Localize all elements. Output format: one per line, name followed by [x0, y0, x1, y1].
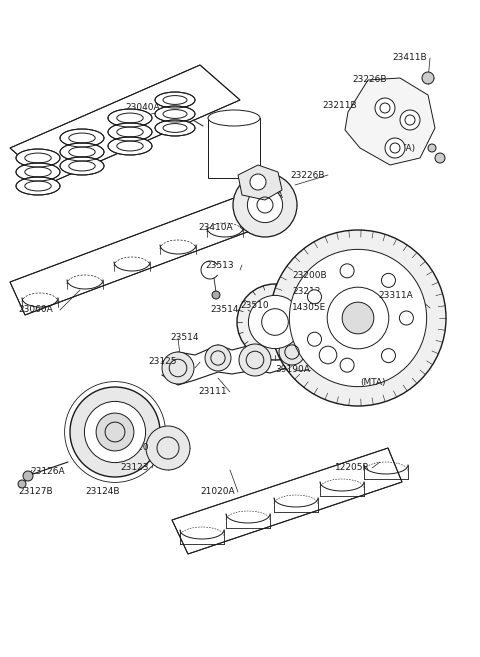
Ellipse shape	[108, 109, 152, 127]
Circle shape	[400, 110, 420, 130]
Text: 23514: 23514	[210, 306, 239, 315]
Circle shape	[18, 480, 26, 488]
Circle shape	[399, 311, 413, 325]
Ellipse shape	[16, 177, 60, 195]
Text: (MTA): (MTA)	[360, 378, 385, 386]
Circle shape	[308, 290, 322, 304]
Circle shape	[84, 401, 145, 463]
Text: 39190A: 39190A	[248, 191, 283, 200]
Text: 12205R: 12205R	[335, 463, 370, 472]
Circle shape	[23, 471, 33, 481]
Ellipse shape	[155, 120, 195, 136]
Circle shape	[146, 426, 190, 470]
Text: 23040A: 23040A	[125, 104, 160, 112]
Polygon shape	[345, 78, 435, 165]
Circle shape	[385, 138, 405, 158]
Text: 23311A: 23311A	[378, 290, 413, 300]
Text: 23120: 23120	[120, 443, 148, 453]
Text: 23125: 23125	[148, 357, 177, 367]
Circle shape	[249, 296, 301, 349]
Text: 39190A: 39190A	[275, 365, 310, 374]
Text: 23513: 23513	[205, 260, 234, 269]
Circle shape	[233, 173, 297, 237]
Circle shape	[205, 345, 231, 371]
Circle shape	[435, 153, 445, 163]
Ellipse shape	[60, 129, 104, 147]
Circle shape	[162, 352, 194, 384]
Circle shape	[342, 302, 374, 334]
Circle shape	[247, 187, 283, 223]
Polygon shape	[208, 118, 260, 178]
Polygon shape	[238, 165, 282, 200]
Ellipse shape	[155, 106, 195, 122]
Circle shape	[375, 98, 395, 118]
Text: 23124B: 23124B	[85, 487, 120, 497]
Circle shape	[270, 230, 446, 406]
Text: (ATA): (ATA)	[392, 143, 415, 152]
Text: 23410A: 23410A	[198, 223, 233, 233]
Circle shape	[340, 264, 354, 278]
Text: 23226B: 23226B	[352, 76, 386, 85]
Text: 23123: 23123	[120, 463, 148, 472]
Polygon shape	[172, 448, 402, 554]
Circle shape	[250, 174, 266, 190]
Circle shape	[382, 349, 396, 363]
Text: 23411B: 23411B	[392, 53, 427, 62]
Ellipse shape	[108, 123, 152, 141]
Circle shape	[289, 250, 427, 386]
Polygon shape	[10, 65, 240, 183]
Text: 14305E: 14305E	[292, 304, 326, 313]
Circle shape	[308, 332, 322, 346]
Ellipse shape	[60, 157, 104, 175]
Ellipse shape	[16, 163, 60, 181]
Ellipse shape	[108, 137, 152, 155]
Circle shape	[428, 144, 436, 152]
Circle shape	[237, 284, 313, 360]
Circle shape	[70, 387, 160, 477]
Text: 23211B: 23211B	[322, 101, 357, 110]
Text: 23111: 23111	[198, 388, 227, 397]
Circle shape	[279, 339, 305, 365]
Text: 23060A: 23060A	[18, 306, 53, 315]
Text: 21020A: 21020A	[200, 487, 235, 497]
Text: 23226B: 23226B	[290, 171, 324, 179]
Circle shape	[239, 344, 271, 376]
Text: 23510: 23510	[240, 300, 269, 309]
Circle shape	[312, 339, 344, 371]
Text: 23212: 23212	[292, 288, 320, 296]
Polygon shape	[10, 195, 258, 315]
Circle shape	[422, 72, 434, 84]
Ellipse shape	[60, 143, 104, 161]
Ellipse shape	[155, 92, 195, 108]
Ellipse shape	[208, 110, 260, 126]
Ellipse shape	[16, 149, 60, 167]
Circle shape	[212, 291, 220, 299]
Text: 23126A: 23126A	[30, 468, 65, 476]
Circle shape	[382, 273, 396, 287]
Circle shape	[96, 413, 134, 451]
Text: 23127B: 23127B	[18, 487, 53, 497]
Circle shape	[340, 358, 354, 372]
Text: 23514: 23514	[170, 334, 199, 342]
Text: 23200B: 23200B	[292, 271, 326, 279]
